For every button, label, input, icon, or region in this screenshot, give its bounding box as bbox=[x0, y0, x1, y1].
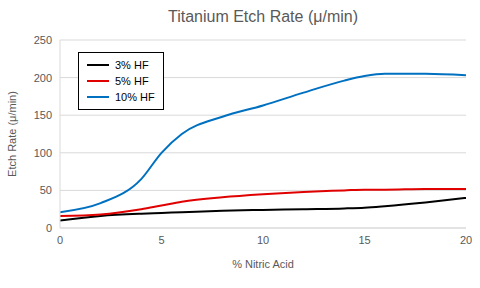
svg-text:200: 200 bbox=[34, 72, 52, 84]
html-text:10% HF: 10% HF bbox=[115, 91, 155, 103]
html-text:3% HF: 3% HF bbox=[115, 59, 149, 71]
svg-text:20: 20 bbox=[460, 234, 472, 246]
svg-text:5: 5 bbox=[158, 234, 164, 246]
html-text:5% HF: 5% HF bbox=[115, 75, 149, 87]
svg-text:0: 0 bbox=[46, 222, 52, 234]
svg-text:250: 250 bbox=[34, 34, 52, 46]
svg-text:15: 15 bbox=[358, 234, 370, 246]
svg-text:0: 0 bbox=[57, 234, 63, 246]
svg-text:50: 50 bbox=[40, 184, 52, 196]
svg-text:100: 100 bbox=[34, 147, 52, 159]
svg-text:10: 10 bbox=[257, 234, 269, 246]
svg-text:150: 150 bbox=[34, 109, 52, 121]
svg-text:% Nitric Acid: % Nitric Acid bbox=[232, 258, 294, 270]
html-text:Titanium Etch Rate (μ/min): Titanium Etch Rate (μ/min) bbox=[168, 8, 358, 25]
svg-text:Etch Rate (μ/min): Etch Rate (μ/min) bbox=[8, 91, 18, 177]
